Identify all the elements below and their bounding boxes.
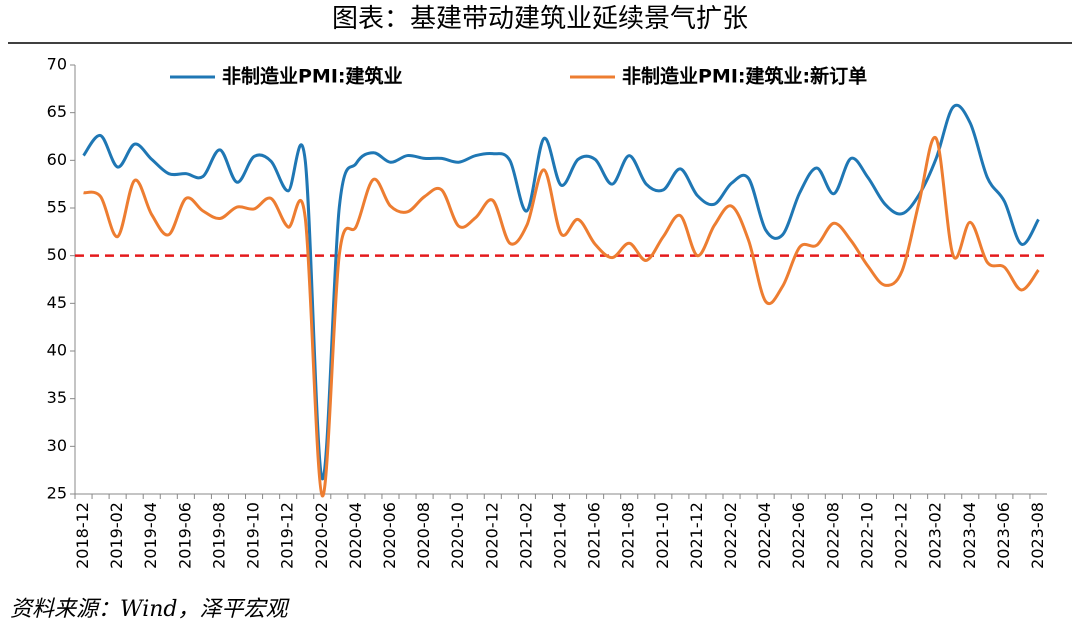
y-tick-label: 65 [47,102,67,121]
x-tick-label: 2018-12 [73,502,92,569]
x-tick-label: 2019-12 [278,502,297,569]
series-line [82,103,1040,481]
x-tick-label: 2019-08 [209,502,228,569]
x-tick-label: 2023-06 [994,502,1013,569]
x-tick-label: 2020-04 [346,502,365,569]
x-tick-label: 2022-04 [755,502,774,569]
x-tick-label: 2020-08 [414,502,433,569]
chart-title: 图表：基建带动建筑业延续景气扩张 [332,4,748,34]
x-tick-label: 2020-06 [380,502,399,569]
x-tick-label: 2022-12 [892,502,911,569]
y-tick-label: 45 [47,293,67,312]
x-tick-label: 2022-10 [857,502,876,569]
x-tick-label: 2019-02 [107,502,126,569]
x-tick-label: 2021-12 [687,502,706,569]
x-tick-label: 2023-04 [960,502,979,569]
y-tick-label: 55 [47,198,67,217]
x-tick-label: 2021-10 [653,502,672,569]
x-tick-label: 2019-06 [175,502,194,569]
x-tick-label: 2019-10 [244,502,263,569]
x-tick-label: 2022-06 [789,502,808,569]
y-tick-label: 25 [47,484,67,503]
legend-label: 非制造业PMI:建筑业:新订单 [622,65,867,88]
x-tick-label: 2022-02 [721,502,740,569]
x-tick-label: 2020-10 [448,502,467,569]
y-tick-label: 60 [47,150,67,169]
x-tick-label: 2020-12 [482,502,501,569]
series-line [83,135,1040,498]
y-tick-label: 35 [47,388,67,407]
x-tick-label: 2019-04 [141,502,160,569]
y-tick-label: 30 [47,436,67,455]
y-tick-label: 70 [47,55,67,74]
x-tick-label: 2023-02 [926,502,945,569]
x-tick-label: 2021-02 [516,502,535,569]
y-tick-label: 50 [47,245,67,264]
x-tick-label: 2023-08 [1028,502,1047,569]
x-tick-label: 2021-06 [585,502,604,569]
x-tick-label: 2021-08 [619,502,638,569]
x-tick-label: 2021-04 [551,502,570,569]
legend-label: 非制造业PMI:建筑业 [222,65,403,88]
source: 资料来源：Wind，泽平宏观 [10,597,291,622]
x-tick-label: 2020-02 [312,502,331,569]
x-tick-label: 2022-08 [823,502,842,569]
y-tick-label: 40 [47,341,67,360]
